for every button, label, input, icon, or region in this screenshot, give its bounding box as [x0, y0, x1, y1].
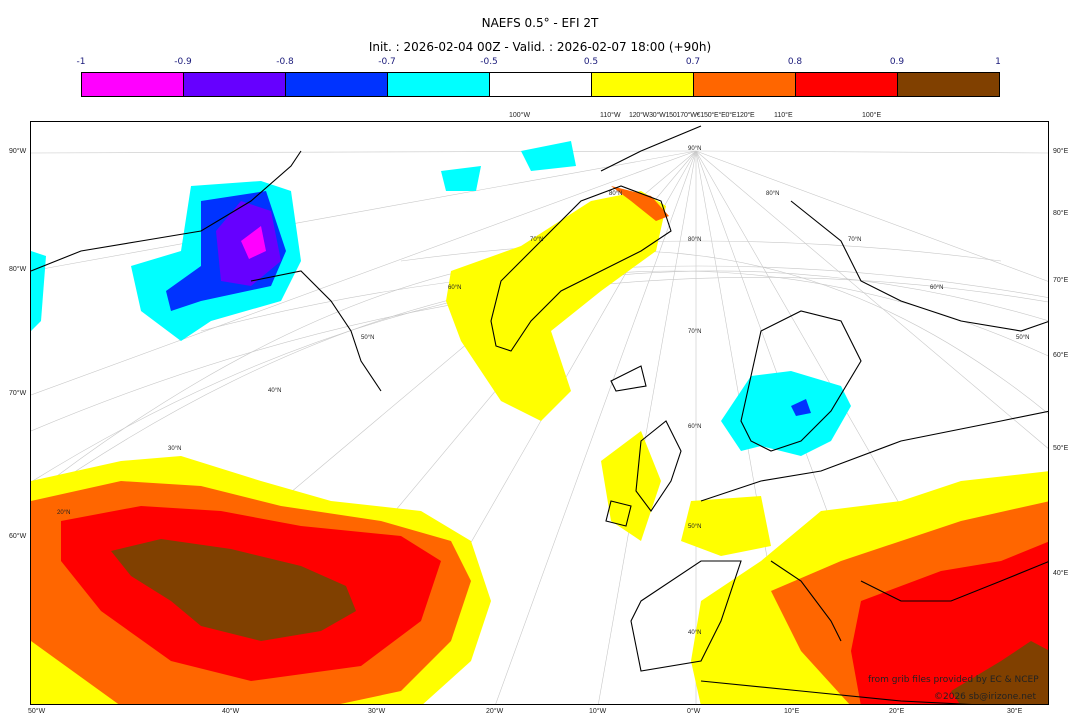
coordinate-label: 60°N — [930, 285, 944, 291]
colorbar-tick-label: 0.5 — [583, 57, 599, 67]
colorbar-tick-label: -0.9 — [174, 57, 192, 67]
coordinate-label: 70°N — [848, 237, 862, 243]
colorbar-tick-label: -0.5 — [480, 57, 498, 67]
coordinate-label: 90°N — [688, 146, 702, 152]
colorbar-segment — [592, 73, 694, 96]
coordinate-label: 40°E — [1053, 570, 1069, 577]
coordinate-label: 20°N — [57, 510, 71, 516]
coordinate-label: 120°W30°W150170°W€150°E°E0°E120°E — [629, 112, 755, 119]
map-area — [30, 121, 1049, 705]
map-title: NAEFS 0.5° - EFI 2T — [481, 16, 599, 30]
coordinate-label: 60°N — [448, 285, 462, 291]
coordinate-label: 80°N — [766, 191, 780, 197]
colorbar-segment — [796, 73, 898, 96]
coordinate-label: 60°N — [688, 424, 702, 430]
coordinate-label: 90°E — [1053, 148, 1069, 155]
coordinate-label: 100°W — [509, 112, 531, 119]
coordinate-label: 80°W — [9, 266, 27, 273]
colorbar-segment — [898, 73, 999, 96]
coordinate-label: 50°N — [688, 524, 702, 530]
colorbar-segment — [82, 73, 184, 96]
coordinate-label: 40°W — [222, 708, 240, 715]
coordinate-label: 50°E — [1053, 445, 1069, 452]
coordinate-label: 70°N — [688, 329, 702, 335]
credit-copyright: ©2026 sb@irizone.net — [934, 692, 1036, 702]
coordinate-label: 90°W — [9, 148, 27, 155]
coordinate-label: 50°N — [1016, 335, 1030, 341]
coordinate-label: 100°E — [862, 112, 882, 119]
colorbar-tick-label: -0.8 — [276, 57, 294, 67]
colorbar-segment — [184, 73, 286, 96]
coordinate-label: 60°E — [1053, 352, 1069, 359]
colorbar-segment — [286, 73, 388, 96]
coordinate-label: 0°W — [687, 708, 701, 715]
coordinate-label: 70°W — [9, 390, 27, 397]
colorbar-segment — [490, 73, 592, 96]
coordinate-label: 30°W — [368, 708, 386, 715]
coordinate-label: 20°E — [889, 708, 905, 715]
colorbar-tick-label: 0.8 — [787, 57, 803, 67]
colorbar-tick-label: -1 — [76, 57, 86, 67]
coordinate-label: 70°N — [530, 237, 544, 243]
coordinate-label: 80°N — [609, 191, 623, 197]
map-subtitle: Init. : 2026-02-04 00Z - Valid. : 2026-0… — [368, 40, 712, 54]
coordinate-label: 110°E — [774, 112, 793, 119]
coordinate-label: 50°N — [361, 335, 375, 341]
coordinate-label: 10°E — [784, 708, 800, 715]
coordinate-label: 30°N — [168, 446, 182, 452]
coordinate-label: 70°E — [1053, 277, 1069, 284]
efi-fields — [31, 141, 1048, 704]
coordinate-label: 80°N — [688, 237, 702, 243]
coordinate-label: 10°W — [589, 708, 607, 715]
coordinate-label: 40°N — [688, 630, 702, 636]
colorbar-tick-label: 0.7 — [685, 57, 701, 67]
graticule — [31, 150, 1048, 704]
coordinate-label: 30°E — [1007, 708, 1023, 715]
coastlines — [31, 125, 1048, 704]
coordinate-label: 110°W — [600, 112, 621, 119]
credit-source: from grib files provided by EC & NCEP — [868, 675, 1039, 685]
colorbar — [81, 72, 1000, 97]
coordinate-label: 80°E — [1053, 210, 1069, 217]
colorbar-segment — [694, 73, 796, 96]
colorbar-tick-label: 0.9 — [889, 57, 905, 67]
coordinate-label: 50°W — [28, 708, 46, 715]
colorbar-tick-label: -0.7 — [378, 57, 396, 67]
coordinate-label: 40°N — [268, 388, 282, 394]
colorbar-tick-label: 1 — [995, 57, 1001, 67]
colorbar-segment — [388, 73, 490, 96]
coordinate-label: 20°W — [486, 708, 504, 715]
coordinate-label: 60°W — [9, 533, 27, 540]
efi-map — [31, 125, 1048, 704]
